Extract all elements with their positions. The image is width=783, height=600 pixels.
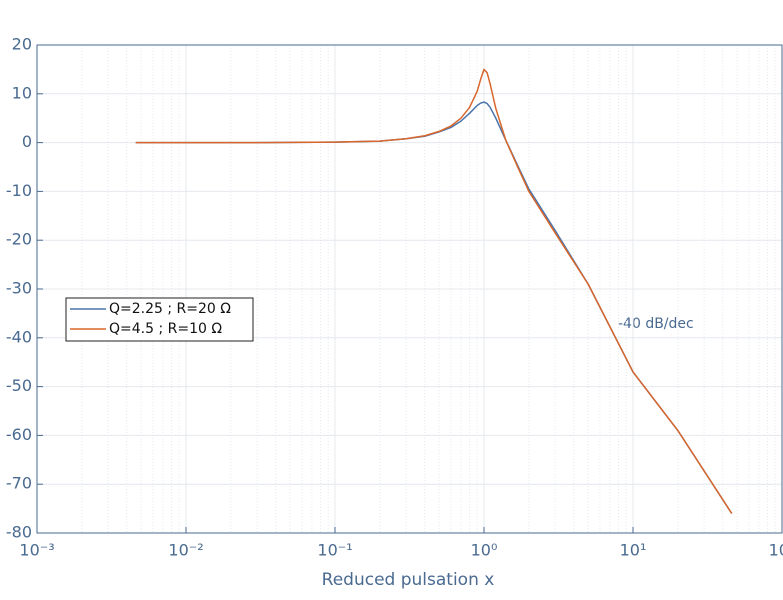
legend-box <box>65 297 254 342</box>
y-tick-label: -80 <box>6 523 32 542</box>
y-tick-label: 0 <box>22 132 32 151</box>
y-tick-label: -20 <box>6 230 32 249</box>
y-tick-label: -30 <box>6 279 32 298</box>
y-tick-label: -50 <box>6 376 32 395</box>
y-tick-label: -10 <box>6 181 32 200</box>
x-tick-label: 10⁻¹ <box>317 541 352 560</box>
x-tick-label: 10¹ <box>620 541 647 560</box>
y-tick-label: -60 <box>6 425 32 444</box>
series-line <box>135 68 733 514</box>
legend-label: Q=4.5 ; R=10 Ω <box>109 321 222 337</box>
y-tick-label: 20 <box>12 35 32 54</box>
x-tick-label: 10⁻² <box>168 541 203 560</box>
y-tick-label: -40 <box>6 327 32 346</box>
x-tick-label: 10⁰ <box>471 541 498 560</box>
x-axis-label: Reduced pulsation x <box>322 570 495 590</box>
legend: Q=2.25 ; R=20 Ω Q=4.5 ; R=10 Ω <box>65 297 254 342</box>
y-tick-label: -70 <box>6 474 32 493</box>
x-tick-label: 10² <box>769 541 783 560</box>
x-tick-label: 10⁻³ <box>19 541 54 560</box>
legend-label: Q=2.25 ; R=20 Ω <box>109 301 231 317</box>
annotation: -40 dB/dec <box>618 316 694 332</box>
y-tick-label: 10 <box>12 83 32 102</box>
plot-frame <box>36 44 783 534</box>
